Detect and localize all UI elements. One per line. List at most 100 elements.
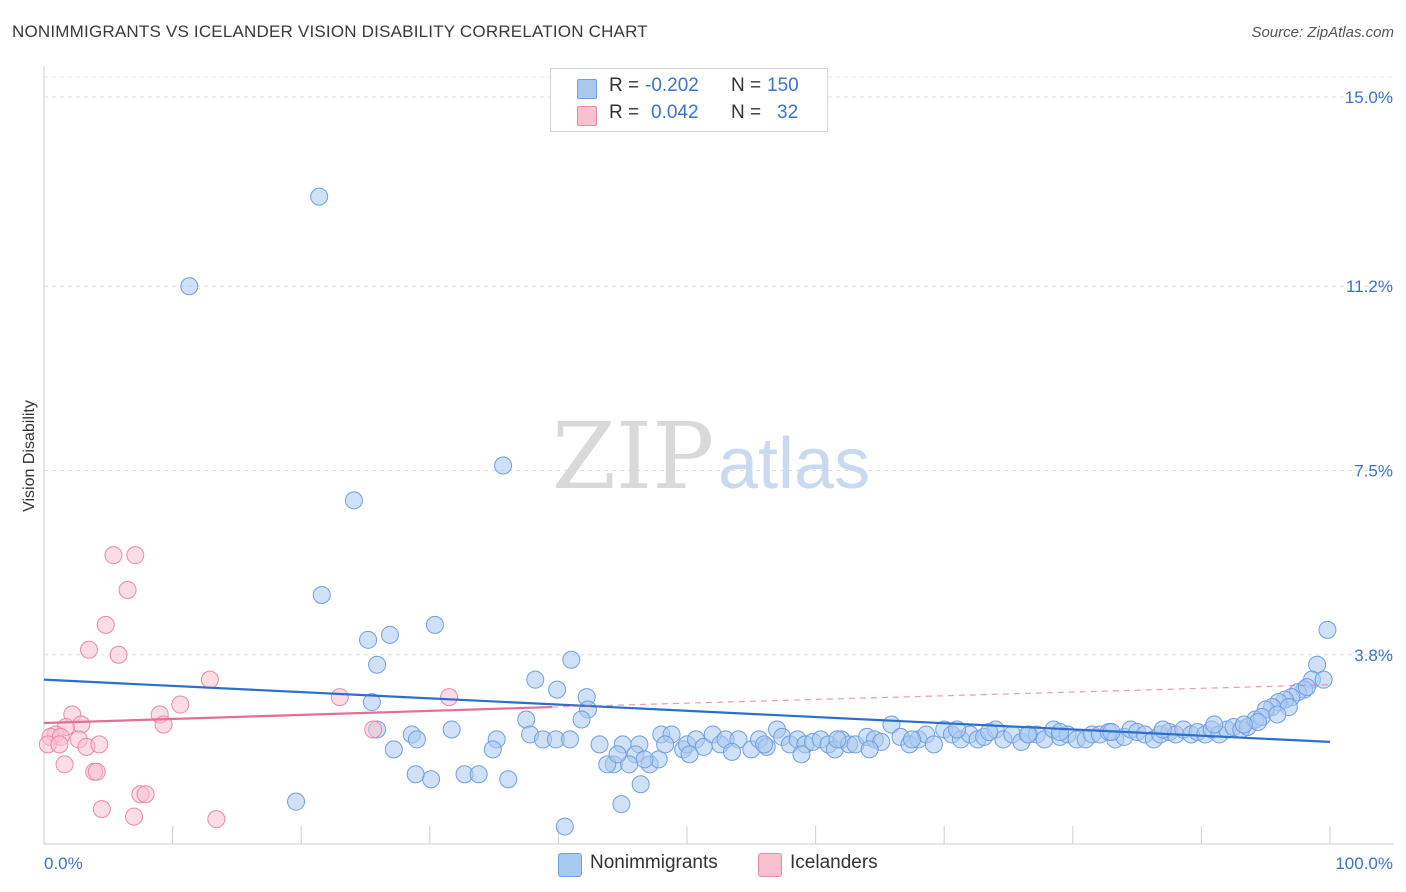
source-credit: Source: ZipAtlas.com [1251,24,1394,41]
nonimmigrants-point [362,693,381,712]
nonimmigrants-point [1018,725,1037,744]
legend-n-value: 32 [777,102,799,123]
nonimmigrants-point [980,722,999,741]
nonimmigrants-point [1153,720,1172,739]
label-layer: 3.8% 7.5% 11.2% 15.0% 0.0% 100.0% Vision Disab… [21,88,1393,873]
legend-row-icelanders: R = 0.042 N = 32 [551,102,827,128]
points-layer [38,187,1337,836]
nonimmigrants-point [903,730,922,749]
x-tick-label-min: 0.0% [44,854,83,873]
icelanders-point [55,755,74,774]
nonimmigrants-point [310,187,329,206]
icelanders-point [171,695,190,714]
icelanders-point [207,810,226,829]
nonimmigrants-point [562,650,581,669]
nonimmigrants-point [344,491,363,510]
correlation-legend: R = -0.202 N = 150 R = 0.042 N = 32 [550,68,828,132]
icelanders-point [200,670,219,689]
nonimmigrants-point [1308,655,1327,674]
nonimmigrants-point [948,720,967,739]
legend-label-icelanders: Icelanders [790,852,878,873]
icelanders-point [80,640,99,659]
nonimmigrants-point [1318,620,1337,639]
nonimmigrants-point [287,792,306,811]
nonimmigrants-point [359,630,378,649]
nonimmigrants-point [656,735,675,754]
nonimmigrants-point [384,740,403,759]
nonimmigrants-point [723,742,742,761]
nonimmigrants-point [860,740,879,759]
x-tick-label-max: 100.0% [1335,854,1393,873]
watermark: ZIP atlas [552,403,870,510]
nonimmigrants-point [442,720,461,739]
watermark-zip: ZIP [552,403,714,510]
y-tick-label: 7.5% [1354,462,1393,481]
icelanders-point [87,762,106,781]
y-tick-label: 15.0% [1345,88,1393,107]
icelanders-point [440,688,459,707]
icelanders-point [50,735,69,754]
axis-layer [43,66,1394,845]
nonimmigrants-point [180,277,199,296]
nonimmigrants-point [499,770,518,789]
legend-r-value: 0.042 [651,102,699,123]
legend-swatch-nonimmigrants [577,79,597,99]
icelanders-point [330,688,349,707]
y-tick-label: 11.2% [1346,277,1393,296]
trend-layer [43,678,1331,744]
icelanders-point [118,581,137,600]
nonimmigrants-point [555,817,574,836]
legend-swatch-icelanders [758,853,782,877]
legend-r-label: R = [609,102,640,123]
watermark-atlas: atlas [718,424,870,504]
nonimmigrants-point [483,740,502,759]
icelanders-point [72,715,91,734]
nonimmigrants-point [1314,670,1333,689]
nonimmigrants-point [620,755,639,774]
nonimmigrants-point [406,765,425,784]
nonimmigrants-point [422,770,441,789]
icelanders-trendline-extension [551,684,1331,708]
nonimmigrants-trendline [43,678,1331,744]
nonimmigrants-point [635,750,654,769]
legend-swatch-icelanders [577,106,597,126]
nonimmigrants-point [526,670,545,689]
y-axis-label: Vision Disability [21,400,38,512]
icelanders-trendline [43,705,553,725]
nonimmigrants-point [380,625,399,644]
icelanders-point [104,546,123,565]
icelanders-point [364,720,383,739]
legend-row-nonimmigrants: R = -0.202 N = 150 [551,75,827,101]
nonimmigrants-point [425,615,444,634]
nonimmigrants-point [368,655,387,674]
grid-layer [44,76,1394,656]
nonimmigrants-point [407,730,426,749]
icelanders-point [109,645,128,664]
legend-label-nonimmigrants: Nonimmigrants [590,852,718,873]
nonimmigrants-point [924,735,943,754]
icelanders-point [92,800,111,819]
nonimmigrants-point [1268,705,1287,724]
nonimmigrants-point [312,586,331,604]
nonimmigrants-point [494,456,513,475]
nonimmigrants-point [517,710,536,729]
icelanders-point [126,546,145,565]
nonimmigrants-point [560,730,579,749]
legend-r-label: R = [609,75,640,96]
nonimmigrants-point [1050,722,1069,741]
nonimmigrants-point [755,735,774,754]
nonimmigrants-point [469,765,488,784]
nonimmigrants-point [608,745,627,764]
nonimmigrants-point [612,795,631,814]
icelanders-point [96,615,115,634]
legend-swatch-nonimmigrants [558,853,582,877]
nonimmigrants-point [631,775,650,794]
nonimmigrants-point [1297,678,1316,697]
legend-r-value: -0.202 [645,75,699,96]
y-tick-label: 3.8% [1354,646,1393,665]
nonimmigrants-point [828,730,847,749]
nonimmigrants-point [548,680,567,699]
legend-n-label: N = [731,102,762,123]
chart-title: NONIMMIGRANTS VS ICELANDER VISION DISABI… [12,22,648,41]
